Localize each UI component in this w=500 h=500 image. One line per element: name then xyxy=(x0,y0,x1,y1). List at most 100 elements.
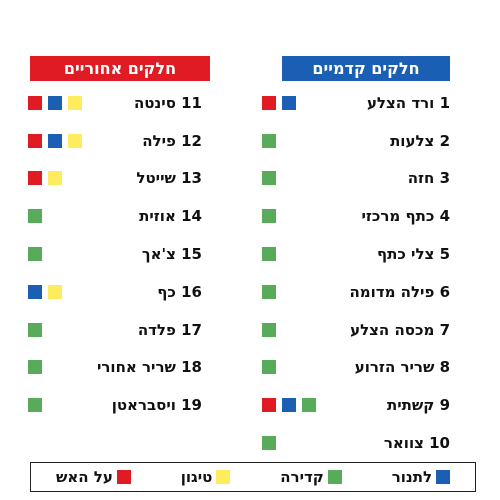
part-name: כף xyxy=(157,282,176,301)
part-number: 5 xyxy=(439,245,450,264)
part-name: צלעות xyxy=(390,131,435,150)
red-marker-icon xyxy=(28,133,42,148)
cooking-method-markers xyxy=(28,284,62,299)
cooking-method-markers xyxy=(28,247,42,262)
part-number: 16 xyxy=(181,282,202,301)
back-parts-list: 11 סינטה 12 פילה 13 שייטל 14 אוזית 15 צ'אך 16… xyxy=(22,84,222,424)
part-number: 7 xyxy=(439,320,450,339)
green-marker-icon xyxy=(262,133,276,148)
part-label: 19 ויסבראטן xyxy=(112,396,202,414)
part-name: חזה xyxy=(407,169,435,188)
yellow-marker-icon xyxy=(48,171,62,186)
part-label: 14 אוזית xyxy=(139,207,202,225)
part-number: 2 xyxy=(439,131,450,150)
part-number: 8 xyxy=(439,358,450,377)
part-label: 4 כתף מרכזי xyxy=(361,207,450,225)
cooking-method-markers xyxy=(262,133,276,148)
legend-label: טיגון xyxy=(180,468,213,486)
cooking-method-legend: על האש טיגון קדירה לתנור xyxy=(30,462,476,492)
cooking-method-markers xyxy=(262,398,316,413)
part-label: 12 פילה xyxy=(142,132,202,150)
part-name: ורד הצלע xyxy=(366,93,435,112)
part-name: שריר אחורי xyxy=(96,358,176,377)
part-label: 18 שריר אחורי xyxy=(97,358,202,376)
part-name: קשתית xyxy=(386,396,435,415)
part-name: פלדה xyxy=(137,320,176,339)
list-item: 16 כף xyxy=(22,273,222,311)
part-number: 19 xyxy=(181,396,202,415)
back-parts-column: חלקים אחוריים 11 סינטה 12 פילה 13 שייטל 14 … xyxy=(22,56,222,424)
list-item: 14 אוזית xyxy=(22,197,222,235)
part-name: סינטה xyxy=(133,93,176,112)
list-item: 18 שריר אחורי xyxy=(22,349,222,387)
part-label: 7 מכסה הצלע xyxy=(350,321,450,339)
list-item: 13 שייטל xyxy=(22,160,222,198)
red-marker-icon xyxy=(116,470,131,484)
cooking-method-markers xyxy=(28,398,42,413)
blue-marker-icon xyxy=(436,470,451,484)
part-label: 8 שריר הזרוע xyxy=(355,358,450,376)
red-marker-icon xyxy=(262,95,276,110)
cooking-method-markers xyxy=(262,436,276,451)
list-item: 5 צלי כתף xyxy=(250,235,450,273)
legend-item: על האש xyxy=(56,468,131,486)
green-marker-icon xyxy=(262,322,276,337)
green-marker-icon xyxy=(28,209,42,224)
part-label: 10 צוואר xyxy=(384,434,450,452)
part-name: פילה xyxy=(142,131,176,150)
cooking-method-markers xyxy=(262,209,276,224)
list-item: 10 צוואר xyxy=(250,424,450,462)
part-number: 17 xyxy=(181,320,202,339)
green-marker-icon xyxy=(28,398,42,413)
cooking-method-markers xyxy=(262,95,296,110)
part-number: 11 xyxy=(181,93,202,112)
part-label: 15 צ'אך xyxy=(142,245,202,263)
part-number: 14 xyxy=(181,207,202,226)
part-number: 15 xyxy=(181,245,202,264)
legend-item: קדירה xyxy=(280,468,342,486)
part-name: כתף מרכזי xyxy=(361,207,435,226)
part-number: 3 xyxy=(439,169,450,188)
part-name: מכסה הצלע xyxy=(350,320,435,339)
cooking-method-markers xyxy=(28,360,42,375)
green-marker-icon xyxy=(262,247,276,262)
part-label: 6 פילה מדומה xyxy=(349,283,450,301)
part-number: 18 xyxy=(181,358,202,377)
part-label: 17 פלדה xyxy=(138,321,202,339)
front-parts-list: 1 ורד הצלע 2 צלעות 3 חזה 4 כתף מרכזי 5 צלי כ… xyxy=(250,84,450,462)
green-marker-icon xyxy=(302,398,316,413)
legend-label: על האש xyxy=(55,468,113,486)
blue-marker-icon xyxy=(28,284,42,299)
green-marker-icon xyxy=(262,436,276,451)
green-marker-icon xyxy=(28,360,42,375)
part-name: פילה מדומה xyxy=(349,282,435,301)
cooking-method-markers xyxy=(28,209,42,224)
cooking-method-markers xyxy=(28,133,82,148)
list-item: 11 סינטה xyxy=(22,84,222,122)
part-label: 2 צלעות xyxy=(390,132,450,150)
yellow-marker-icon xyxy=(68,95,82,110)
part-name: צוואר xyxy=(383,434,424,453)
red-marker-icon xyxy=(28,171,42,186)
part-number: 13 xyxy=(181,169,202,188)
red-marker-icon xyxy=(28,95,42,110)
part-label: 3 חזה xyxy=(408,169,450,187)
cooking-method-markers xyxy=(262,171,276,186)
blue-marker-icon xyxy=(282,95,296,110)
blue-marker-icon xyxy=(48,95,62,110)
front-parts-column: חלקים קדמיים 1 ורד הצלע 2 צלעות 3 חזה 4 כתף… xyxy=(250,56,450,462)
part-number: 1 xyxy=(439,93,450,112)
part-label: 1 ורד הצלע xyxy=(367,94,450,112)
list-item: 12 פילה xyxy=(22,122,222,160)
list-item: 2 צלעות xyxy=(250,122,450,160)
part-number: 10 xyxy=(429,434,450,453)
part-name: צלי כתף xyxy=(376,245,435,264)
yellow-marker-icon xyxy=(68,133,82,148)
cooking-method-markers xyxy=(262,284,276,299)
cooking-method-markers xyxy=(28,171,62,186)
part-number: 12 xyxy=(181,131,202,150)
blue-marker-icon xyxy=(48,133,62,148)
list-item: 6 פילה מדומה xyxy=(250,273,450,311)
list-item: 7 מכסה הצלע xyxy=(250,311,450,349)
yellow-marker-icon xyxy=(48,284,62,299)
